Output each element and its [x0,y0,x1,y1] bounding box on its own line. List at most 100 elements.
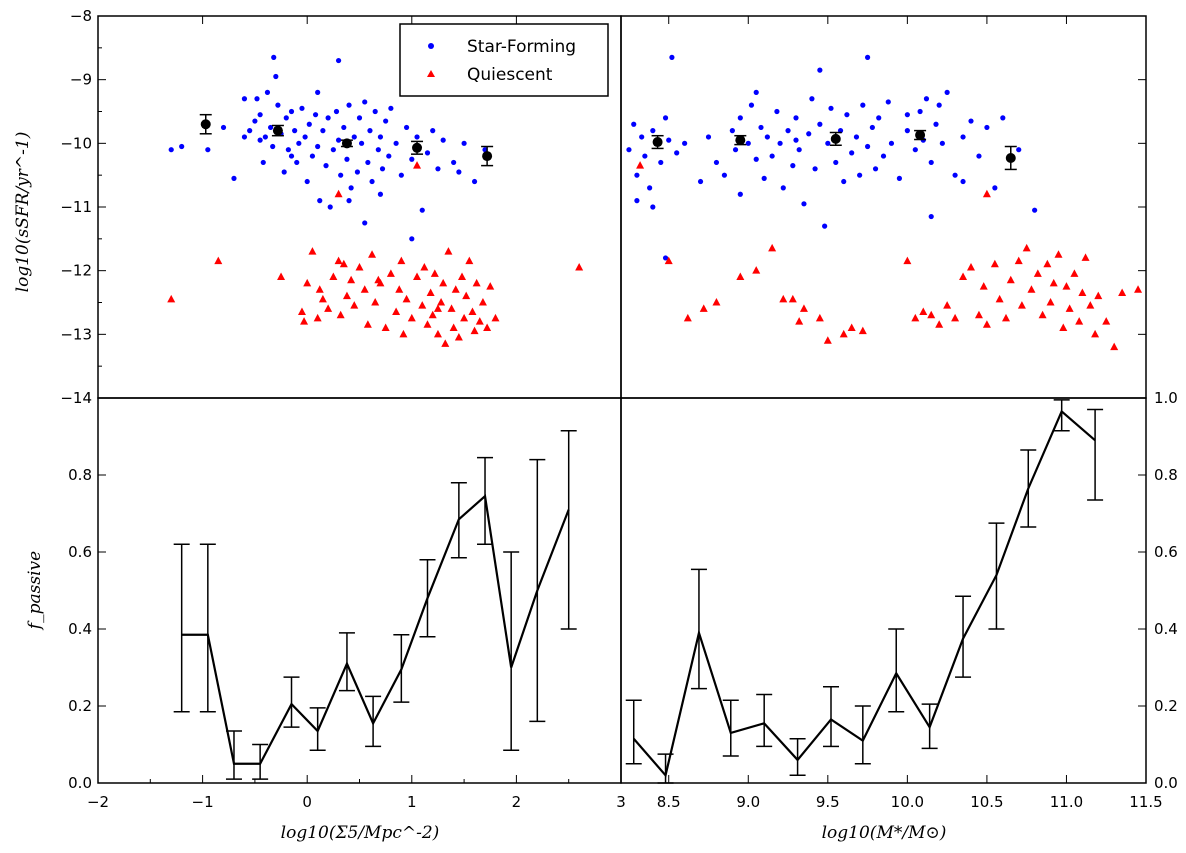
star-forming-point [917,108,923,115]
quiescent-point [858,326,867,335]
star-forming-point [952,172,958,178]
star-forming-point [844,112,850,118]
quiescent-point [982,320,991,328]
quiescent-point [318,294,327,303]
quiescent-point [974,310,983,319]
star-forming-point [753,89,759,95]
quiescent-point [1134,285,1143,293]
star-forming-point [299,105,305,111]
quiescent-point [433,304,442,312]
quiescent-point [297,307,306,316]
star-forming-point [304,178,310,185]
y-tick-label: −12 [60,262,92,280]
y-tick-label: 0.0 [1154,774,1178,792]
star-forming-point [220,124,227,131]
quiescent-point [350,301,359,309]
star-forming-point [860,102,866,108]
panel-top-left-scatter [167,54,584,347]
quiescent-point [779,294,788,303]
star-forming-point [409,156,415,162]
star-forming-point [294,159,300,166]
y-axis-label-ssfr: log10(sSFR/yr^-1) [13,132,33,293]
quiescent-point [788,294,797,303]
star-forming-point [817,121,823,127]
quiescent-point [426,288,435,296]
quiescent-point [167,294,176,303]
star-forming-point [790,163,796,169]
quiescent-point [407,313,416,322]
star-forming-point [241,134,248,140]
star-forming-point [737,191,743,197]
median-point [200,119,211,130]
star-forming-point [777,140,783,146]
quiescent-point [799,304,808,312]
quiescent-point [995,294,1004,303]
quiescent-point [1049,278,1058,287]
quiescent-point [1033,269,1042,277]
quiescent-point [363,320,372,328]
star-forming-point [168,147,174,153]
x-tick-label: 2 [512,793,522,811]
y-tick-label: 0.0 [68,774,92,792]
quiescent-point [951,313,960,322]
star-forming-point [822,223,828,229]
star-forming-point [817,67,823,73]
quiescent-point [336,310,345,319]
quiescent-point [418,301,427,309]
star-forming-point [745,140,751,146]
legend: Star-Forming Quiescent [399,23,609,97]
y-tick-label: 0.4 [1154,620,1178,638]
x-tick-label: 1 [407,793,417,811]
star-forming-point [928,213,934,220]
quiescent-point [392,307,401,316]
star-forming-point [338,172,344,178]
quiescent-point [402,294,411,303]
quiescent-point [413,272,422,281]
star-forming-point [257,112,263,118]
quiescent-point [491,313,500,322]
quiescent-point [815,313,824,322]
quiescent-point [451,285,460,293]
quiescent-point [374,275,383,284]
star-forming-point [904,128,910,134]
quiescent-point [1062,282,1071,290]
legend-box [399,23,609,97]
quiescent-point [472,278,481,287]
star-forming-point [904,112,910,118]
star-forming-point [414,134,420,140]
star-forming-point [888,140,895,146]
quiescent-point [1065,304,1074,312]
star-forming-point [849,150,855,156]
star-forming-point [841,178,847,185]
star-forming-point [456,169,462,175]
quiescent-point [943,301,952,309]
star-forming-point [721,172,728,178]
star-forming-point [896,175,903,181]
star-forming-point [375,147,381,153]
star-forming-point [872,166,879,172]
quiescent-point [1102,317,1111,325]
x-tick-label: 10.0 [891,793,924,811]
y-tick-label: −10 [60,134,92,152]
star-forming-point [358,140,365,146]
star-forming-point [774,108,780,115]
star-forming-point [912,147,918,153]
quiescent-point [1022,243,1031,252]
star-forming-point [758,124,764,131]
quiescent-point [324,304,333,312]
star-forming-point [351,134,357,140]
star-forming-point [271,54,277,60]
quiescent-point [441,339,450,347]
star-forming-point [650,128,656,134]
y-tick-label: 0.6 [68,543,92,561]
star-forming-point [809,96,815,102]
star-forming-point [362,220,368,226]
star-forming-point [857,172,863,178]
star-forming-point [275,102,281,108]
star-forming-point [780,185,786,191]
median-point [341,138,352,149]
star-forming-point [825,140,831,146]
star-forming-point [864,54,871,60]
median-point [735,135,746,146]
panel-bottom-right-fraction [625,399,1104,784]
